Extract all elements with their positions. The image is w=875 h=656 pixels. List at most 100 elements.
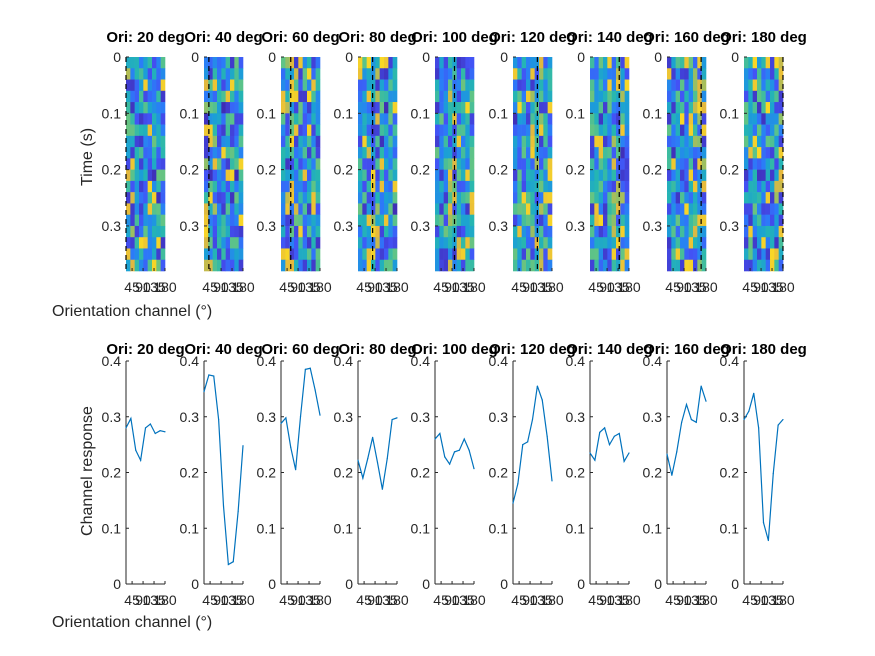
heatmap-cell	[130, 214, 135, 227]
heatmap-cell	[134, 147, 140, 159]
heatmap-cell	[675, 79, 681, 92]
y-tick-label: 0.2	[720, 465, 740, 481]
heatmap-cell	[590, 169, 595, 182]
heatmap-cell	[774, 203, 779, 215]
heatmap-cell	[594, 90, 599, 103]
heatmap-cell	[358, 203, 363, 215]
heatmap-cell	[156, 113, 161, 125]
heatmap-cell	[143, 68, 148, 80]
heatmap-cell	[294, 259, 299, 272]
heatmap-cell	[465, 158, 470, 170]
heatmap-cell	[289, 192, 295, 204]
heatmap-cell	[469, 169, 475, 182]
heatmap-cell	[212, 135, 218, 148]
heatmap-cell	[375, 214, 380, 227]
heatmap-cell	[208, 192, 213, 204]
x-tick-label: 45	[202, 592, 218, 608]
heatmap-cell	[765, 214, 771, 227]
data-point	[748, 410, 750, 412]
heatmap-cell	[362, 135, 367, 148]
data-point	[536, 385, 538, 387]
y-tick-label: 0.1	[257, 105, 277, 121]
heatmap-cell	[620, 57, 625, 69]
data-point	[522, 444, 524, 446]
x-tick-label: 135	[529, 279, 553, 295]
heatmap-cell	[443, 113, 449, 125]
heatmap-cell	[439, 225, 444, 238]
x-tick-label: 45	[511, 592, 527, 608]
heatmap-cell	[469, 180, 475, 193]
heatmap-cell	[281, 248, 286, 261]
heatmap-cell	[362, 90, 367, 103]
heatmap-cell	[392, 158, 398, 170]
heatmap-cell	[152, 79, 157, 92]
heatmap-cell	[358, 248, 363, 261]
heatmap-cell	[774, 259, 779, 272]
heatmap-cell	[744, 158, 749, 170]
heatmap-cell	[366, 214, 372, 227]
heatmap-cell	[435, 90, 440, 103]
heatmap-cell	[208, 214, 213, 227]
heatmap-cell	[452, 113, 457, 125]
heatmap-cell	[611, 158, 617, 170]
heatmap-cell	[298, 113, 303, 125]
heatmap-cell	[221, 102, 226, 114]
heatmap-cell	[234, 214, 239, 227]
heatmap-cell	[765, 169, 771, 182]
heatmap-cell	[748, 57, 753, 69]
x-tick-label: 180	[231, 279, 255, 295]
heatmap-cell	[217, 57, 222, 69]
heatmap-cell	[294, 68, 299, 80]
heatmap-cell	[761, 248, 766, 261]
heatmap-cell	[620, 158, 625, 170]
heatmap-cell	[289, 90, 295, 103]
heatmap-cell	[225, 113, 231, 125]
heatmap-cell	[134, 259, 140, 272]
heatmap-cell	[212, 259, 218, 272]
heatmap-cell	[469, 192, 475, 204]
heatmap-cell	[770, 248, 775, 261]
x-tick-label: 90	[444, 279, 460, 295]
heatmap-cell	[439, 135, 444, 148]
heatmap-cell	[530, 79, 535, 92]
y-tick-label: 0	[577, 576, 585, 592]
data-point	[164, 431, 166, 433]
heatmap-cell	[147, 79, 153, 92]
data-point	[304, 368, 306, 370]
heatmap-cell	[143, 192, 148, 204]
heatmap-cell	[539, 57, 544, 69]
heatmap-cell	[126, 57, 131, 69]
heatmap-cell	[371, 135, 376, 148]
heatmap-cell	[671, 102, 676, 114]
heatmap-cell	[526, 180, 531, 193]
heatmap-cell	[302, 158, 308, 170]
data-point	[149, 423, 151, 425]
heatmap-cell	[362, 169, 367, 182]
x-tick-label: 90	[290, 592, 306, 608]
y-tick-label: 0	[268, 576, 276, 592]
heatmap-cell	[234, 102, 239, 114]
heatmap-cell	[448, 237, 453, 249]
heatmap-cell	[160, 169, 166, 182]
heatmap-cell	[358, 147, 363, 159]
heatmap-cell	[143, 248, 148, 261]
heatmap-cell	[294, 90, 299, 103]
x-tick-label: 90	[213, 592, 229, 608]
heatmap-cell	[156, 214, 161, 227]
x-tick-label: 135	[451, 279, 475, 295]
heatmap-cell	[456, 169, 462, 182]
heatmap-cell	[358, 68, 363, 80]
heatmap-cell	[611, 225, 617, 238]
heatmap-cell	[547, 135, 553, 148]
heatmap-cell	[388, 248, 393, 261]
y-tick-label: 0.4	[566, 353, 586, 369]
heatmap-cell	[204, 259, 209, 272]
heatmap-cell	[521, 214, 527, 227]
heatmap-cell	[526, 113, 531, 125]
heatmap-cell	[752, 79, 758, 92]
panel-title: Ori: 40 deg	[184, 341, 262, 358]
y-tick-label: 0	[577, 49, 585, 65]
heatmap-cell	[517, 248, 522, 261]
heatmap-cell	[217, 124, 222, 137]
heatmap-cell	[757, 102, 762, 114]
